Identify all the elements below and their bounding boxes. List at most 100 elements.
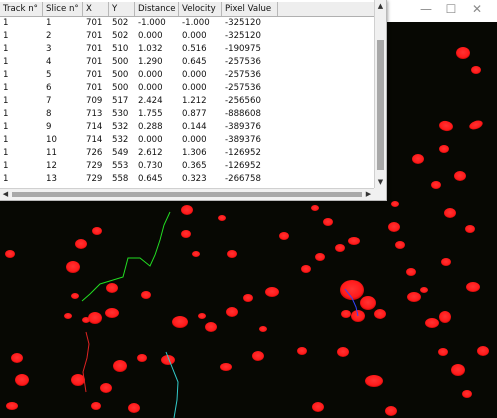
cell-nucleus[interactable] <box>407 292 421 302</box>
cell-nucleus[interactable] <box>66 261 80 273</box>
table-row[interactable]: 1 12 729 553 0.730 0.365 -126952 <box>0 160 374 172</box>
cell-nucleus[interactable] <box>6 402 18 410</box>
cell-nucleus[interactable] <box>71 374 85 386</box>
cell-nucleus[interactable] <box>226 307 238 317</box>
cell-nucleus[interactable] <box>92 227 102 235</box>
cell-nucleus[interactable] <box>91 402 101 410</box>
cell-nucleus[interactable] <box>425 318 439 328</box>
cell-nucleus[interactable] <box>441 258 451 266</box>
table-row[interactable]: 1 1 701 502 -1.000 -1.000 -325120 <box>0 17 374 29</box>
cell-nucleus[interactable] <box>335 244 345 252</box>
cell-nucleus[interactable] <box>468 119 484 131</box>
cell-nucleus[interactable] <box>465 225 475 233</box>
table-body[interactable]: 1 1 701 502 -1.000 -1.000 -325120 1 2 701 502 0.000… <box>0 17 374 187</box>
cell-nucleus[interactable] <box>412 154 424 164</box>
track-path-cyan[interactable] <box>165 351 179 418</box>
table-row[interactable]: 1 8 713 530 1.755 0.877 -888608 <box>0 108 374 120</box>
cell-nucleus[interactable] <box>172 316 188 328</box>
scroll-left-arrow-icon[interactable]: ◀ <box>2 190 9 198</box>
cell-nucleus[interactable] <box>100 383 112 393</box>
cell-nucleus[interactable] <box>181 205 193 215</box>
cell-nucleus[interactable] <box>218 215 226 221</box>
table-row[interactable]: 1 4 701 500 1.290 0.645 -257536 <box>0 56 374 68</box>
cell-nucleus[interactable] <box>141 291 151 299</box>
table-row[interactable]: 1 9 714 532 0.288 0.144 -389376 <box>0 121 374 133</box>
cell-nucleus[interactable] <box>385 406 397 416</box>
column-header-x[interactable]: X <box>83 2 109 16</box>
close-button[interactable]: ✕ <box>471 2 483 16</box>
cell-nucleus[interactable] <box>471 66 481 74</box>
cell-nucleus[interactable] <box>395 241 405 249</box>
cell-nucleus[interactable] <box>259 326 267 332</box>
column-header-velocity[interactable]: Velocity <box>179 2 222 16</box>
cell-nucleus[interactable] <box>439 311 451 323</box>
cell-nucleus[interactable] <box>391 201 399 207</box>
cell-nucleus[interactable] <box>451 364 465 376</box>
cell-nucleus[interactable] <box>311 205 319 211</box>
cell-nucleus[interactable] <box>205 322 217 332</box>
table-row[interactable]: 1 10 714 532 0.000 0.000 -389376 <box>0 134 374 146</box>
cell-nucleus[interactable] <box>71 293 79 299</box>
cell-nucleus[interactable] <box>315 253 325 261</box>
cell-nucleus[interactable] <box>438 348 448 356</box>
cell-nucleus[interactable] <box>5 250 15 258</box>
cell-nucleus[interactable] <box>477 346 489 356</box>
cell-nucleus[interactable] <box>337 347 349 357</box>
cell-nucleus[interactable] <box>301 265 311 273</box>
cell-nucleus[interactable] <box>198 313 206 319</box>
track-path-blue[interactable] <box>344 288 359 317</box>
column-header-track[interactable]: Track n° <box>0 2 43 16</box>
scroll-right-arrow-icon[interactable]: ▶ <box>365 190 372 198</box>
cell-nucleus[interactable] <box>431 181 441 189</box>
cell-nucleus[interactable] <box>297 347 307 355</box>
track-path-green[interactable] <box>81 211 171 302</box>
cell-nucleus[interactable] <box>279 232 289 240</box>
cell-nucleus[interactable] <box>11 353 23 363</box>
cell-nucleus[interactable] <box>105 308 119 318</box>
cell-nucleus[interactable] <box>454 171 466 181</box>
cell-nucleus[interactable] <box>348 237 360 245</box>
column-header-distance[interactable]: Distance <box>135 2 179 16</box>
cell-nucleus[interactable] <box>312 402 324 412</box>
table-row[interactable]: 1 3 701 510 1.032 0.516 -190975 <box>0 43 374 55</box>
cell-nucleus[interactable] <box>323 218 333 226</box>
scroll-down-arrow-icon[interactable]: ▼ <box>377 178 384 186</box>
column-header-pixel-value[interactable]: Pixel Value <box>222 2 278 16</box>
cell-nucleus[interactable] <box>374 309 386 319</box>
cell-nucleus[interactable] <box>388 222 400 232</box>
horizontal-scrollbar[interactable]: ◀ ▶ <box>0 188 374 200</box>
cell-nucleus[interactable] <box>220 363 232 371</box>
cell-nucleus[interactable] <box>252 351 264 361</box>
column-header-y[interactable]: Y <box>109 2 135 16</box>
cell-nucleus[interactable] <box>106 283 118 293</box>
cell-nucleus[interactable] <box>128 403 140 413</box>
cell-nucleus[interactable] <box>456 47 470 59</box>
cell-nucleus[interactable] <box>439 145 449 153</box>
track-path-red[interactable] <box>82 331 90 393</box>
minimize-button[interactable]: — <box>420 2 432 16</box>
cell-nucleus[interactable] <box>227 250 237 258</box>
maximize-button[interactable]: ☐ <box>445 2 457 16</box>
table-row[interactable]: 1 2 701 502 0.000 0.000 -325120 <box>0 30 374 42</box>
horizontal-scroll-thumb[interactable] <box>12 192 362 197</box>
cell-nucleus[interactable] <box>340 280 364 300</box>
cell-nucleus[interactable] <box>360 296 376 310</box>
cell-nucleus[interactable] <box>243 294 253 302</box>
cell-nucleus[interactable] <box>444 208 456 218</box>
cell-nucleus[interactable] <box>88 312 102 324</box>
cell-nucleus[interactable] <box>181 230 191 238</box>
cell-nucleus[interactable] <box>64 313 72 319</box>
cell-nucleus[interactable] <box>161 355 175 365</box>
cell-nucleus[interactable] <box>406 268 416 276</box>
cell-nucleus[interactable] <box>462 390 472 398</box>
cell-nucleus[interactable] <box>192 251 200 257</box>
scroll-up-arrow-icon[interactable]: ▲ <box>377 2 384 10</box>
vertical-scroll-thumb[interactable] <box>377 40 384 170</box>
cell-nucleus[interactable] <box>137 354 147 362</box>
cell-nucleus[interactable] <box>75 239 87 249</box>
cell-nucleus[interactable] <box>15 374 29 386</box>
cell-nucleus[interactable] <box>420 287 428 293</box>
table-row[interactable]: 1 5 701 500 0.000 0.000 -257536 <box>0 69 374 81</box>
cell-nucleus[interactable] <box>466 282 480 292</box>
table-row[interactable]: 1 13 729 558 0.645 0.323 -266758 <box>0 173 374 185</box>
